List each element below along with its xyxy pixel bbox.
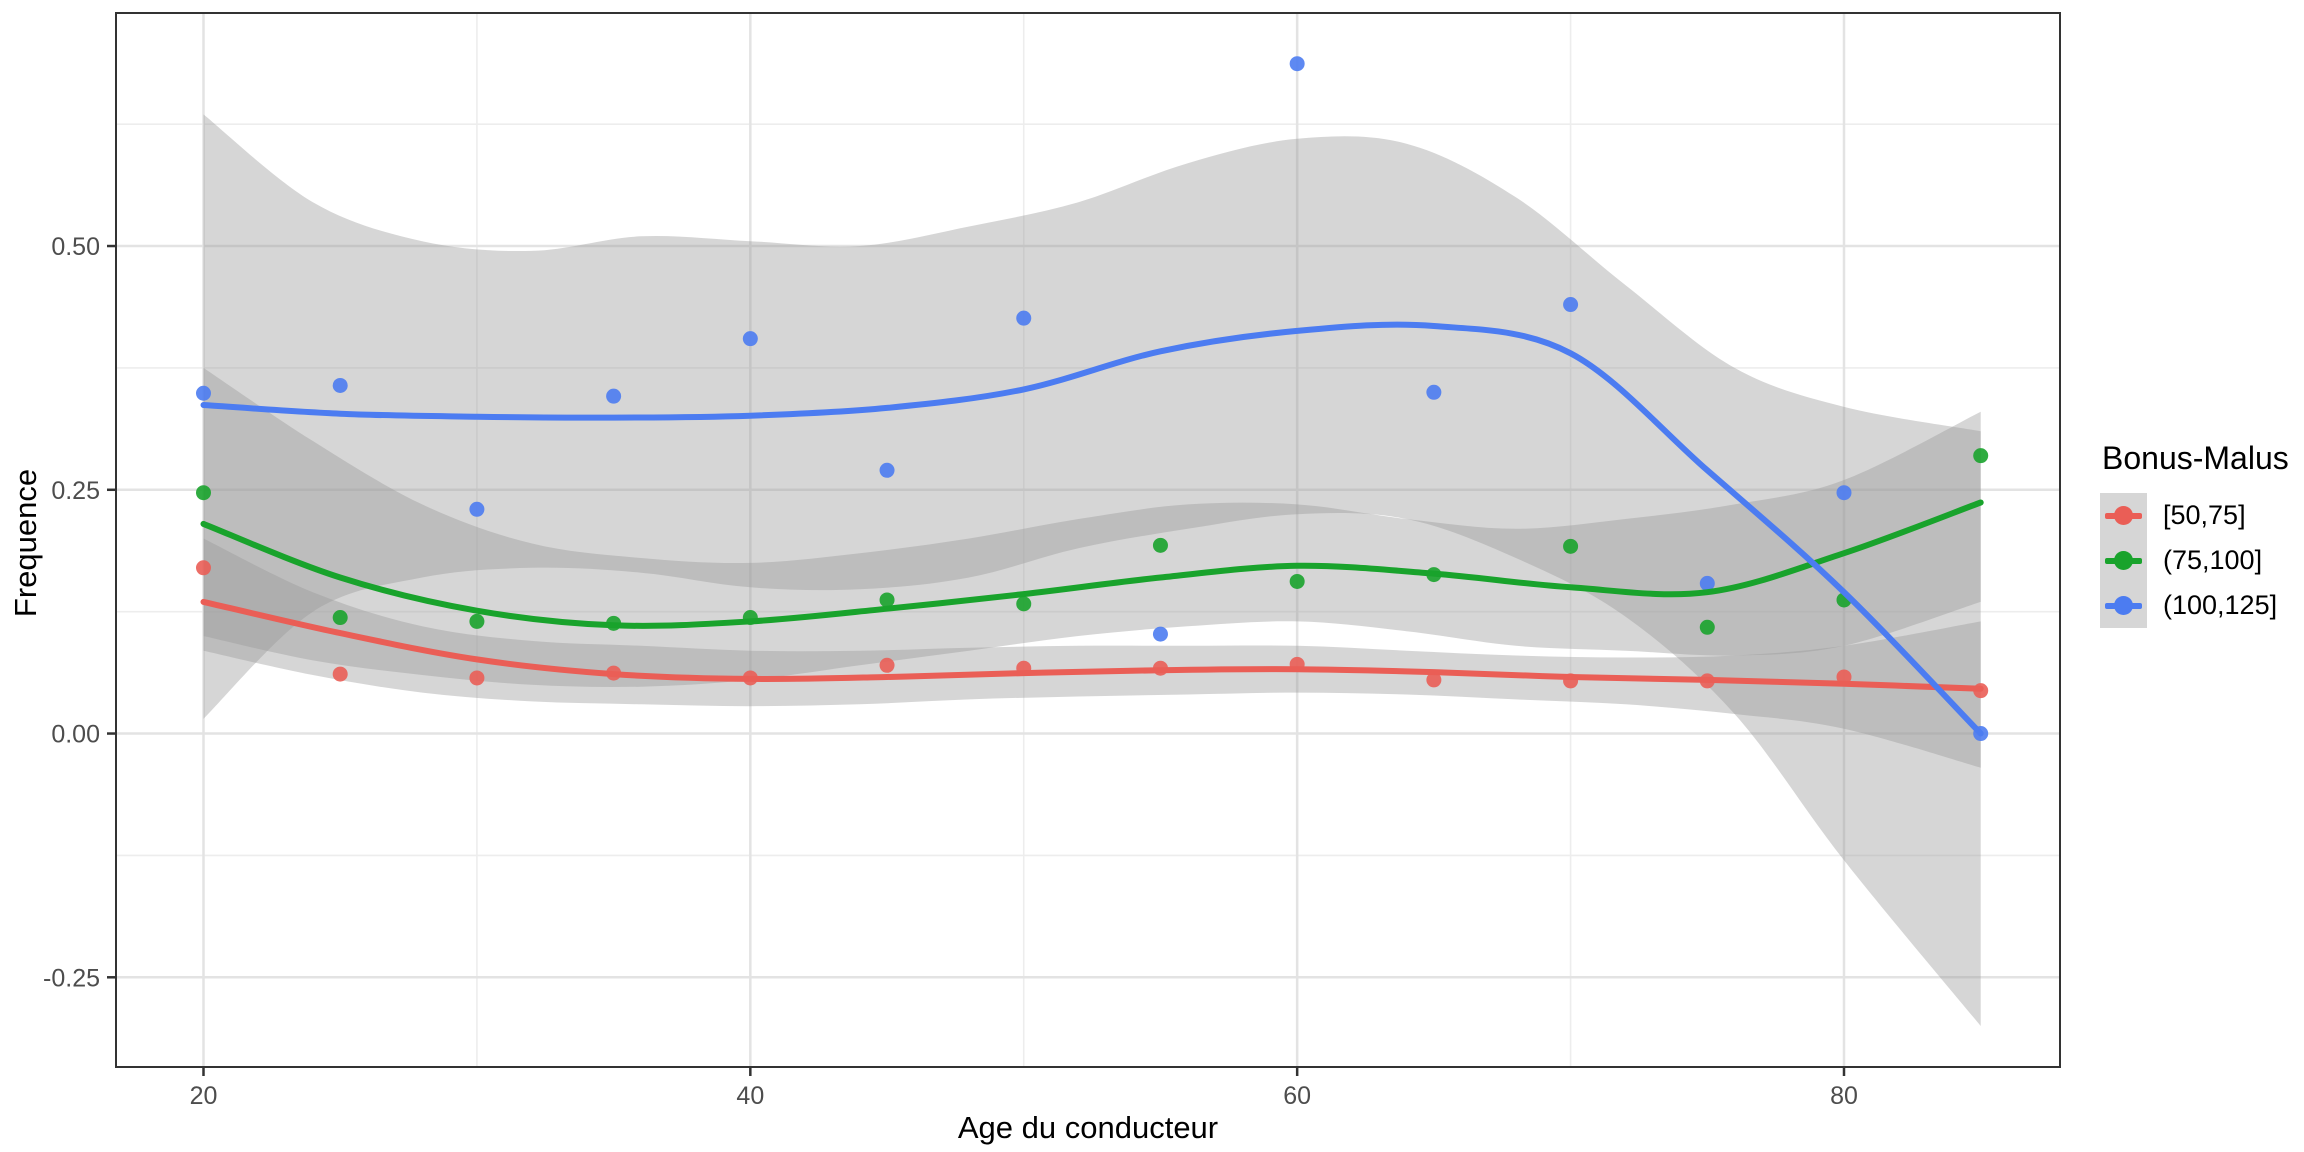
data-point-(100,125] <box>1836 485 1852 501</box>
data-point-(100,125] <box>195 385 211 401</box>
legend-item-1: (75,100] <box>2100 538 2300 583</box>
data-point-[50,75] <box>195 560 211 576</box>
data-point-(75,100] <box>1563 538 1579 554</box>
x-tick-label: 80 <box>1830 1082 1858 1110</box>
data-point-(100,125] <box>1016 310 1032 326</box>
data-point-(75,100] <box>332 610 348 626</box>
legend-key-dot-icon <box>2114 506 2133 525</box>
data-point-(100,125] <box>332 377 348 393</box>
panel-border <box>115 12 2061 1068</box>
data-point-(75,100] <box>1699 619 1715 635</box>
data-point-(75,100] <box>1152 537 1168 553</box>
legend-item-label: [50,75] <box>2163 500 2246 530</box>
data-point-(100,125] <box>606 388 622 404</box>
smooth-line-(75,100] <box>200 499 1984 629</box>
legend-title: Bonus-Malus <box>2102 440 2289 476</box>
data-point-(100,125] <box>879 462 895 478</box>
y-tick-label: 0.00 <box>51 721 100 749</box>
legend-key-swatch <box>2100 493 2147 538</box>
legend-item-label: (75,100] <box>2163 545 2263 575</box>
data-point-(75,100] <box>469 613 485 629</box>
legend-key-dot-icon <box>2114 596 2133 615</box>
data-point-(100,125] <box>1289 56 1305 72</box>
data-point-(100,125] <box>469 501 485 517</box>
y-tick-label: -0.25 <box>43 964 100 992</box>
smooth-line-(100,125] <box>200 321 1984 737</box>
data-point-(75,100] <box>879 592 895 608</box>
data-point-[50,75] <box>1426 672 1442 688</box>
legend-key-dot-icon <box>2114 551 2133 570</box>
data-point-[50,75] <box>469 670 485 686</box>
x-axis-title: Age du conducteur <box>957 1110 1219 1145</box>
data-point-(100,125] <box>1426 384 1442 400</box>
legend-item-2: (100,125] <box>2100 583 2300 628</box>
data-point-(75,100] <box>1016 596 1032 612</box>
smooth-line-[50,75] <box>200 598 1984 692</box>
y-axis-title: Frequence <box>8 468 43 618</box>
legend-key-swatch <box>2100 538 2147 583</box>
legend: Bonus-Malus [50,75] (75,100] (100,125] <box>2100 440 2300 628</box>
legend-items: [50,75] (75,100] (100,125] <box>2100 493 2300 628</box>
data-point-(100,125] <box>1699 575 1715 591</box>
y-tick-label: 0.25 <box>51 477 100 505</box>
x-tick-label: 40 <box>736 1082 764 1110</box>
data-point-[50,75] <box>879 657 895 673</box>
data-point-(75,100] <box>195 485 211 501</box>
legend-item-label: (100,125] <box>2163 590 2278 620</box>
x-tick-label: 60 <box>1283 1082 1311 1110</box>
data-point-(75,100] <box>1289 573 1305 589</box>
confidence-band-(75,100] <box>203 367 1981 688</box>
legend-key-swatch <box>2100 583 2147 628</box>
data-point-[50,75] <box>332 666 348 682</box>
legend-item-0: [50,75] <box>2100 493 2300 538</box>
y-tick-label: 0.50 <box>51 233 100 261</box>
data-point-(100,125] <box>742 331 758 347</box>
data-point-(100,125] <box>1563 297 1579 313</box>
confidence-band-[50,75] <box>203 538 1981 768</box>
data-point-(100,125] <box>1152 626 1168 642</box>
x-tick-label: 20 <box>190 1082 218 1110</box>
data-point-(75,100] <box>1973 448 1989 464</box>
plot-panel <box>116 13 2060 1067</box>
